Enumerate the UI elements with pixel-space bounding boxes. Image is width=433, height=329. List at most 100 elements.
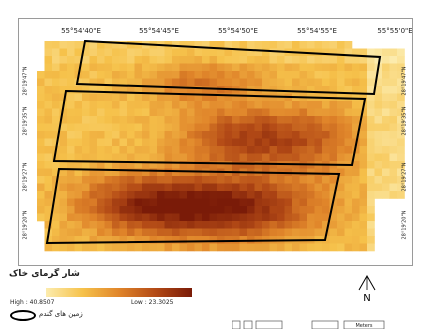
raster-cell [74, 191, 83, 199]
raster-cell [112, 131, 120, 139]
raster-cell [172, 108, 180, 117]
latitude-label-right: 28°19'27"N [401, 162, 408, 192]
raster-cell [172, 176, 180, 184]
raster-cell [269, 63, 278, 72]
raster-cell [337, 63, 345, 72]
raster-cell [277, 243, 285, 252]
raster-cell [254, 206, 263, 214]
raster-cell [82, 56, 90, 64]
raster-cell [89, 153, 98, 162]
raster-cell [314, 221, 323, 229]
raster-cell [142, 108, 150, 117]
raster-cell [37, 86, 45, 94]
raster-cell [194, 228, 203, 237]
raster-cell [97, 116, 105, 124]
raster-cell [52, 123, 60, 132]
raster-cell [224, 146, 233, 154]
raster-cell [262, 243, 270, 252]
raster-cell [329, 243, 338, 252]
raster-cell [322, 123, 330, 132]
raster-cell [292, 221, 300, 229]
raster-cell [44, 71, 53, 79]
raster-cell [314, 108, 323, 117]
raster-cell [164, 183, 173, 192]
raster-cell [67, 138, 75, 147]
raster-cell [382, 131, 390, 139]
raster-cell [269, 138, 278, 147]
raster-cell [67, 63, 75, 72]
raster-cell [164, 63, 173, 72]
raster-cell [367, 123, 375, 132]
raster-cell [67, 161, 75, 169]
raster-cell [292, 206, 300, 214]
raster-cell [382, 56, 390, 64]
raster-cell [194, 41, 203, 49]
raster-cell [37, 176, 45, 184]
raster-cell [269, 108, 278, 117]
raster-cell [172, 236, 180, 244]
raster-cell [119, 213, 128, 222]
raster-cell [172, 123, 180, 132]
raster-cell [254, 116, 263, 124]
raster-cell [67, 153, 75, 162]
raster-cell [239, 146, 248, 154]
raster-cell [307, 101, 315, 109]
legend-high-label: High : 40.8507 [10, 299, 55, 306]
raster-cell [359, 206, 368, 214]
raster-cell [74, 153, 83, 162]
raster-cell [344, 191, 353, 199]
raster-cell [239, 206, 248, 214]
raster-cell [367, 78, 375, 87]
raster-cell [187, 41, 195, 49]
raster-cell [329, 176, 338, 184]
raster-cell [44, 168, 53, 177]
raster-cell [44, 243, 53, 252]
raster-cell [119, 236, 128, 244]
raster-cell [247, 228, 255, 237]
raster-cell [89, 116, 98, 124]
raster-cell [217, 108, 225, 117]
raster-cell [112, 48, 120, 57]
raster-cell [232, 138, 240, 147]
raster-cell [179, 153, 188, 162]
raster-cell [322, 183, 330, 192]
raster-cell [314, 116, 323, 124]
raster-cell [37, 71, 45, 79]
raster-cell [239, 41, 248, 49]
raster-cell [67, 56, 75, 64]
raster-cell [82, 228, 90, 237]
raster-cell [367, 108, 375, 117]
raster-cell [142, 56, 150, 64]
raster-cell [299, 131, 308, 139]
raster-cell [142, 243, 150, 252]
raster-cell [127, 56, 135, 64]
raster-cell [164, 191, 173, 199]
raster-cell [262, 56, 270, 64]
raster-cell [97, 138, 105, 147]
raster-cell [104, 101, 113, 109]
raster-cell [277, 108, 285, 117]
raster-cell [367, 153, 375, 162]
raster-cell [97, 206, 105, 214]
raster-cell [37, 123, 45, 132]
raster-cell [389, 161, 398, 169]
longitude-label: 55°54'50"E [218, 27, 258, 35]
raster-cell [179, 78, 188, 87]
raster-cell [224, 183, 233, 192]
raster-cell [374, 153, 383, 162]
raster-cell [292, 198, 300, 207]
raster-cell [322, 56, 330, 64]
raster-cell [44, 198, 53, 207]
raster-cell [89, 131, 98, 139]
raster-cell [232, 101, 240, 109]
raster-cell [97, 198, 105, 207]
raster-cell [179, 206, 188, 214]
raster-cell [352, 221, 360, 229]
raster-cell [232, 243, 240, 252]
raster-cell [112, 168, 120, 177]
raster-cell [104, 78, 113, 87]
raster-cell [127, 63, 135, 72]
raster-cell [382, 71, 390, 79]
raster-cell [149, 168, 158, 177]
raster-cell [359, 243, 368, 252]
